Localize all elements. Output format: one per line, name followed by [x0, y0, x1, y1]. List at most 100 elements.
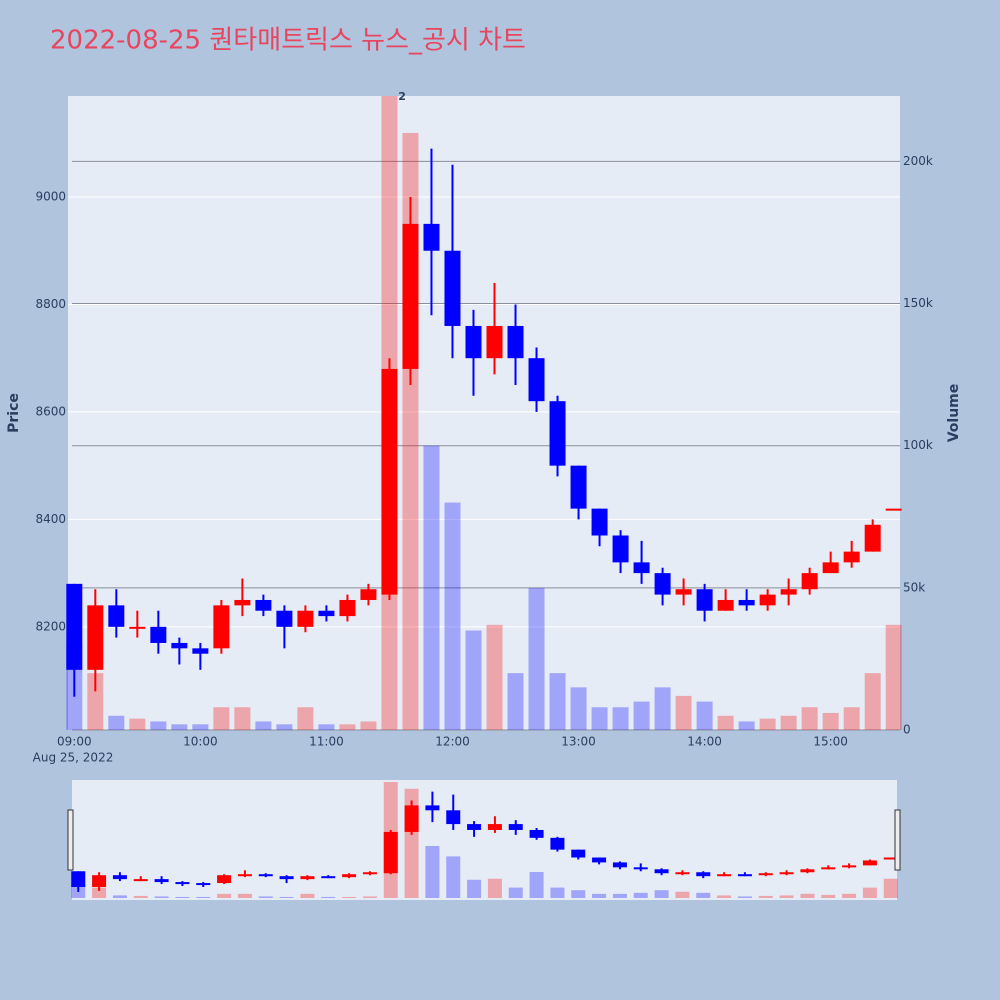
volume-bar [759, 718, 776, 730]
volume-bar [612, 707, 629, 730]
candle-body [821, 867, 836, 870]
volume-bar [843, 707, 860, 730]
y-tick-label: 9000 [35, 190, 66, 204]
candle-body [342, 874, 357, 878]
candle-body [675, 872, 690, 875]
candle-body [71, 871, 86, 887]
volume-bar [654, 890, 669, 898]
volume-bar [465, 630, 482, 730]
volume-bar [737, 896, 752, 898]
candle-body [196, 883, 211, 886]
volume-bar [133, 895, 148, 898]
volume-bar [550, 887, 565, 898]
candle-body [444, 250, 461, 326]
x-tick-label: 11:00 [309, 735, 344, 749]
candle-body [276, 610, 293, 627]
volume-bar [279, 896, 294, 898]
volume-bar [612, 893, 627, 898]
candle-body [862, 860, 877, 866]
x-tick-label: 13:00 [561, 735, 596, 749]
volume-bar [362, 896, 377, 898]
candle-body [402, 223, 419, 369]
volume-bar [885, 624, 902, 730]
candle-body [885, 508, 902, 511]
volume-bar [883, 878, 898, 898]
candle-body [780, 589, 797, 595]
volume-bar [696, 701, 713, 730]
volume-bar [570, 687, 587, 730]
candle-body [486, 325, 503, 359]
candle-body [717, 599, 734, 611]
candle-body [779, 872, 794, 875]
volume-bar [129, 718, 146, 730]
candle-body [550, 837, 565, 850]
volume-bar [171, 724, 188, 730]
candle-body [675, 589, 692, 595]
volume-bar [360, 721, 377, 730]
volume-bar [258, 896, 273, 898]
volume-bar [486, 624, 503, 730]
candle-body [633, 562, 650, 574]
candle-body [759, 594, 776, 606]
candle-body [150, 626, 167, 643]
y2-tick-label: 150k [903, 296, 933, 310]
volume-bar [321, 896, 336, 898]
volume-bar [150, 721, 167, 730]
candle-body [237, 874, 252, 877]
volume-bar [213, 707, 230, 730]
y2-tick-label: 100k [903, 438, 933, 452]
volume-bar [234, 707, 251, 730]
volume-bar [571, 890, 586, 898]
volume-bar [633, 701, 650, 730]
volume-bar [822, 712, 839, 730]
candle-body [66, 583, 83, 670]
volume-bar [487, 878, 502, 898]
volume-bar [821, 894, 836, 898]
volume-bar [196, 896, 211, 898]
volume-bar [507, 673, 524, 730]
volume-bar [591, 707, 608, 730]
plot-area [68, 96, 900, 730]
y2-tick-label: 200k [903, 154, 933, 168]
range-handle[interactable] [67, 809, 74, 871]
volume-bar [342, 896, 357, 898]
candle-body [487, 824, 502, 830]
volume-bar [276, 724, 293, 730]
candle-body [425, 805, 440, 811]
candle-body [508, 824, 523, 830]
candle-body [87, 605, 104, 670]
volume-bar [675, 695, 692, 730]
volume-bar [444, 502, 461, 730]
volume-bar [800, 893, 815, 898]
volume-bar [467, 879, 482, 898]
candle-body [654, 573, 671, 595]
candle-body [192, 648, 209, 654]
volume-bar [339, 724, 356, 730]
candle-body [404, 805, 419, 832]
candle-body [154, 879, 169, 883]
volume-bar [864, 673, 881, 730]
volume-bar [549, 673, 566, 730]
candle-body [255, 599, 272, 611]
candle-body [318, 610, 335, 617]
y-axis-label: Price [6, 393, 22, 433]
range-handle[interactable] [894, 809, 901, 871]
volume-bar [112, 895, 127, 898]
volume-bar [842, 893, 857, 898]
range-slider[interactable] [72, 780, 897, 900]
candle-body [112, 875, 127, 880]
candle-body [654, 869, 669, 874]
y-tick-label: 8400 [35, 512, 66, 526]
candle-body [383, 831, 398, 874]
y2-tick-label: 50k [903, 580, 925, 594]
volume-bar [237, 893, 252, 898]
volume-bar [297, 707, 314, 730]
candle-body [801, 573, 818, 590]
candle-body [108, 605, 125, 627]
candle-body [592, 857, 607, 863]
volume-bar [675, 891, 690, 898]
x-tick-label: 14:00 [687, 735, 722, 749]
candle-body [528, 358, 545, 402]
candle-body [529, 829, 544, 838]
candle-body [321, 876, 336, 879]
